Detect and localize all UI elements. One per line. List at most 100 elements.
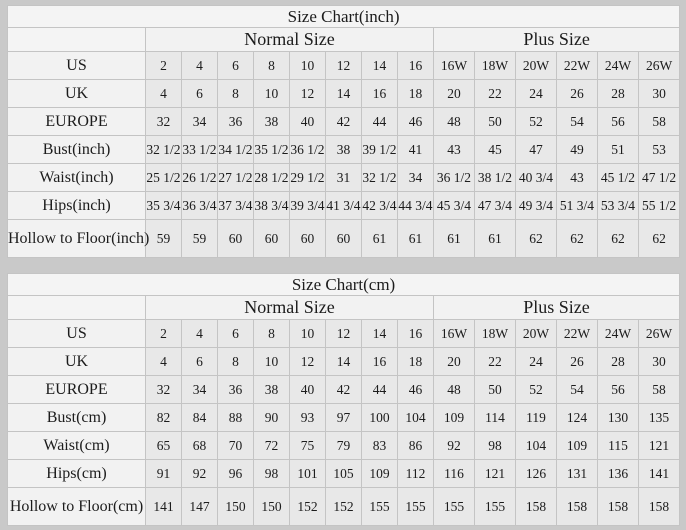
- size-value-cell: 70: [217, 431, 254, 460]
- group-header-normal-size: Normal Size: [145, 295, 434, 320]
- size-value-cell: 38: [325, 135, 362, 164]
- size-value-cell: 155: [474, 487, 516, 526]
- size-value-cell: 35 3/4: [145, 191, 182, 220]
- size-value-cell: 150: [253, 487, 290, 526]
- size-value-cell: 98: [253, 459, 290, 488]
- size-value-cell: 65: [145, 431, 182, 460]
- size-value-cell: 36: [217, 375, 254, 404]
- size-value-cell: 36 3/4: [181, 191, 218, 220]
- size-value-cell: 24W: [597, 51, 639, 80]
- size-value-cell: 6: [217, 319, 254, 348]
- table-row: US 2 4 6 8 10 12 14 16 16W 18W 20W 22W 24W 26W: [7, 319, 681, 348]
- size-value-cell: 12: [289, 347, 326, 376]
- size-value-cell: 51: [597, 135, 639, 164]
- size-value-cell: 35 1/2: [253, 135, 290, 164]
- table-row: UK 4 6 8 10 12 14 16 18 20 22 24 26 28 30: [7, 347, 681, 376]
- size-value-cell: 8: [253, 51, 290, 80]
- size-value-cell: 121: [474, 459, 516, 488]
- size-value-cell: 28: [597, 79, 639, 108]
- size-value-cell: 158: [597, 487, 639, 526]
- table-row: Hollow to Floor(inch) 59 59 60 60 60 60 61 61 61 6…: [7, 219, 681, 258]
- size-value-cell: 10: [253, 347, 290, 376]
- size-value-cell: 158: [637, 487, 681, 526]
- size-value-cell: 126: [515, 459, 557, 488]
- size-value-cell: 26: [556, 347, 598, 376]
- size-value-cell: 4: [145, 347, 182, 376]
- size-value-cell: 28 1/2: [253, 163, 290, 192]
- size-value-cell: 51 3/4: [556, 191, 598, 220]
- group-header-normal-size: Normal Size: [145, 27, 434, 52]
- size-value-cell: 60: [289, 219, 326, 258]
- size-value-cell: 104: [397, 403, 434, 432]
- size-value-cell: 92: [181, 459, 218, 488]
- size-value-cell: 46: [397, 107, 434, 136]
- size-value-cell: 16: [361, 347, 398, 376]
- title-row: Size Chart(cm): [6, 273, 681, 296]
- row-label: UK: [7, 79, 146, 108]
- size-value-cell: 18W: [474, 51, 516, 80]
- size-value-cell: 59: [145, 219, 182, 258]
- size-value-cell: 53: [637, 135, 681, 164]
- size-value-cell: 32 1/2: [145, 135, 182, 164]
- size-value-cell: 45 3/4: [433, 191, 475, 220]
- table-body: US 2 4 6 8 10 12 14 16 16W 18W 20W 22W 24W 26W UK 4 6 8 10 1…: [7, 319, 681, 526]
- size-chart-inch-table: Size Chart(inch) Normal Size Plus Size U…: [6, 5, 681, 258]
- table-title: Size Chart(inch): [6, 5, 681, 28]
- size-value-cell: 2: [145, 51, 182, 80]
- table-row: Bust(inch) 32 1/2 33 1/2 34 1/2 35 1/2 36 1/2…: [7, 135, 681, 164]
- size-value-cell: 32: [145, 375, 182, 404]
- size-value-cell: 28: [597, 347, 639, 376]
- size-value-cell: 40: [289, 107, 326, 136]
- size-value-cell: 16: [361, 79, 398, 108]
- size-value-cell: 22W: [556, 51, 598, 80]
- size-value-cell: 40: [289, 375, 326, 404]
- size-value-cell: 44 3/4: [397, 191, 434, 220]
- size-value-cell: 8: [217, 347, 254, 376]
- size-value-cell: 33 1/2: [181, 135, 218, 164]
- size-value-cell: 34 1/2: [217, 135, 254, 164]
- group-header-plus-size: Plus Size: [432, 27, 681, 52]
- size-value-cell: 49 3/4: [515, 191, 557, 220]
- row-label: Waist(cm): [7, 431, 146, 460]
- size-value-cell: 62: [637, 219, 681, 258]
- size-value-cell: 82: [145, 403, 182, 432]
- size-value-cell: 6: [181, 79, 218, 108]
- size-value-cell: 72: [253, 431, 290, 460]
- size-value-cell: 61: [433, 219, 475, 258]
- size-value-cell: 10: [289, 51, 326, 80]
- size-value-cell: 39 3/4: [289, 191, 326, 220]
- row-label: Bust(cm): [7, 403, 146, 432]
- table-row: EUROPE 32 34 36 38 40 42 44 46 48 50 52 54 56 58: [7, 375, 681, 404]
- table-row: Hips(cm) 91 92 96 98 101 105 109 112 116 121 126 131…: [7, 459, 681, 488]
- row-label: US: [7, 319, 146, 348]
- size-value-cell: 49: [556, 135, 598, 164]
- size-value-cell: 44: [361, 107, 398, 136]
- size-value-cell: 8: [253, 319, 290, 348]
- size-value-cell: 38 1/2: [474, 163, 516, 192]
- size-value-cell: 52: [515, 107, 557, 136]
- size-value-cell: 48: [433, 375, 475, 404]
- size-value-cell: 24: [515, 347, 557, 376]
- size-value-cell: 16: [397, 51, 434, 80]
- size-value-cell: 16W: [433, 319, 475, 348]
- size-value-cell: 24: [515, 79, 557, 108]
- size-value-cell: 6: [181, 347, 218, 376]
- table-row: Waist(inch) 25 1/2 26 1/2 27 1/2 28 1/2 29 1/…: [7, 163, 681, 192]
- size-value-cell: 91: [145, 459, 182, 488]
- size-value-cell: 26: [556, 79, 598, 108]
- size-value-cell: 152: [289, 487, 326, 526]
- size-value-cell: 14: [361, 51, 398, 80]
- size-value-cell: 83: [361, 431, 398, 460]
- size-value-cell: 48: [433, 107, 475, 136]
- size-value-cell: 115: [597, 431, 639, 460]
- size-value-cell: 4: [145, 79, 182, 108]
- size-value-cell: 41 3/4: [325, 191, 362, 220]
- size-value-cell: 61: [361, 219, 398, 258]
- size-value-cell: 34: [181, 375, 218, 404]
- size-value-cell: 34: [181, 107, 218, 136]
- size-value-cell: 121: [637, 431, 681, 460]
- size-value-cell: 155: [361, 487, 398, 526]
- size-value-cell: 45: [474, 135, 516, 164]
- size-value-cell: 60: [253, 219, 290, 258]
